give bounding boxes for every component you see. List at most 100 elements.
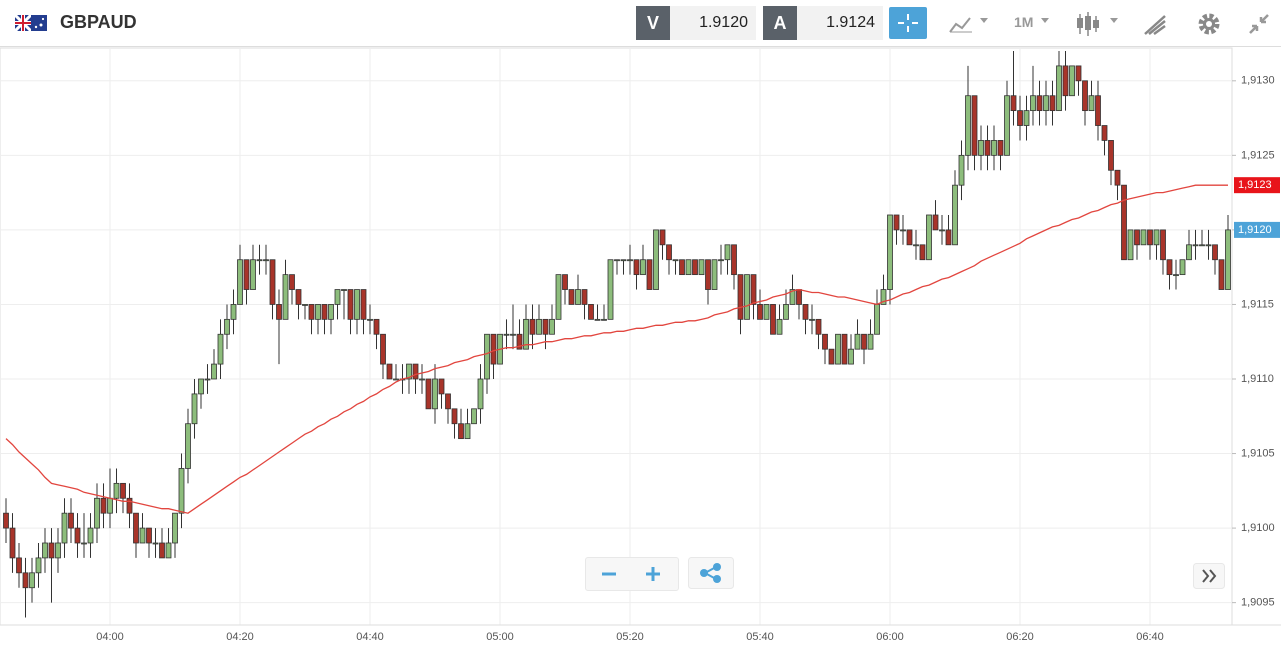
candle-body — [575, 289, 581, 305]
candle-body — [172, 512, 178, 544]
candle-body — [107, 497, 113, 514]
candle-body — [386, 363, 393, 380]
buy-price[interactable]: 1.9124 — [797, 6, 883, 40]
candle-body — [932, 214, 939, 231]
crosshair-button[interactable] — [889, 7, 927, 39]
candle-body — [438, 378, 445, 395]
candle-button[interactable] — [1076, 10, 1120, 38]
candle-body — [1114, 169, 1121, 186]
candle-body — [796, 289, 802, 305]
candle-body — [594, 318, 601, 321]
x-tick-label: 04:20 — [226, 631, 254, 643]
candle-body — [965, 95, 971, 156]
candle-body — [536, 318, 542, 335]
candle-body — [601, 318, 607, 321]
candle-body — [750, 274, 757, 305]
candle-body — [302, 304, 308, 306]
candle-body — [126, 497, 133, 514]
candle-body — [120, 482, 126, 499]
candle-body — [315, 304, 321, 320]
candle-body — [971, 95, 978, 156]
candle-body — [952, 184, 958, 246]
draw-button[interactable] — [1143, 12, 1169, 36]
candle-body — [425, 378, 432, 410]
candle-body — [1127, 229, 1134, 261]
candle-body — [568, 289, 575, 305]
scroll-end-button[interactable] — [1193, 563, 1225, 589]
price-label: 1,9123 — [1238, 179, 1272, 191]
candle-body — [698, 259, 705, 276]
candle-body — [1049, 95, 1056, 112]
candle-body — [679, 259, 685, 276]
candle-body — [133, 512, 139, 544]
candle-body — [29, 572, 35, 589]
candle-body — [198, 378, 204, 395]
chart-type-button[interactable] — [948, 12, 994, 36]
candle-body — [1056, 65, 1062, 112]
sell-price[interactable]: 1.9120 — [670, 6, 756, 40]
candle-body — [230, 304, 237, 320]
candle-body — [555, 274, 562, 320]
candle-body — [542, 318, 549, 335]
candle-body — [1186, 244, 1192, 261]
candle-body — [685, 259, 692, 276]
candle-body — [490, 333, 497, 365]
candle-body — [835, 333, 841, 365]
candle-body — [1088, 95, 1095, 112]
candle-body — [744, 274, 750, 320]
candle-body — [757, 304, 763, 320]
candle-body — [809, 318, 815, 321]
candle-body — [1225, 229, 1231, 290]
candle-body — [588, 304, 594, 320]
candle-body — [984, 140, 991, 156]
candle-body — [737, 274, 744, 320]
buy-label[interactable]: A — [763, 6, 797, 40]
header: GBPAUD V 1.9120 A 1.9124 1M — [0, 0, 1281, 47]
candle-body — [1153, 229, 1160, 246]
price-label-box — [1234, 177, 1280, 194]
share-button[interactable] — [688, 557, 734, 589]
candle-body — [1140, 229, 1147, 246]
settings-button[interactable] — [1196, 11, 1222, 37]
moving-average — [5, 184, 1228, 514]
candle-body — [9, 527, 16, 559]
candle-body — [445, 393, 451, 410]
x-tick-label: 05:00 — [486, 631, 514, 643]
candle-body — [334, 289, 341, 305]
candle-body — [828, 348, 835, 365]
candle-body — [321, 304, 328, 320]
candle-body — [503, 333, 510, 336]
candle-body — [1134, 229, 1140, 246]
sell-label[interactable]: V — [636, 6, 670, 40]
x-tick-label: 05:20 — [616, 631, 644, 643]
candle-body — [776, 318, 783, 335]
y-tick-label: 1,9095 — [1241, 597, 1275, 609]
plot-area — [0, 47, 1233, 626]
candle-body — [419, 378, 425, 381]
candle-body — [159, 542, 165, 559]
candle-body — [74, 527, 81, 544]
candle-body — [224, 318, 230, 335]
candle-body — [360, 289, 367, 320]
candle-body — [100, 497, 107, 514]
candle-body — [991, 140, 997, 156]
candle-body — [783, 304, 789, 320]
candle-body — [861, 333, 867, 350]
candle-body — [978, 140, 984, 156]
candle-body — [926, 214, 932, 261]
candle-body — [61, 512, 68, 544]
candle-body — [22, 572, 29, 589]
candle-body — [919, 244, 926, 261]
candle-body — [295, 289, 302, 305]
timeframe-caret — [1041, 18, 1049, 23]
y-tick-label: 1,9105 — [1241, 447, 1275, 459]
collapse-button[interactable] — [1247, 12, 1271, 36]
candle-body — [523, 318, 529, 350]
candle-body — [854, 333, 861, 350]
candle-body — [217, 333, 224, 365]
candle-body — [243, 259, 250, 290]
candle-body — [237, 259, 243, 305]
candle-body — [1036, 95, 1043, 112]
candle-body — [146, 527, 152, 544]
timeframe[interactable]: 1M — [1014, 14, 1034, 30]
